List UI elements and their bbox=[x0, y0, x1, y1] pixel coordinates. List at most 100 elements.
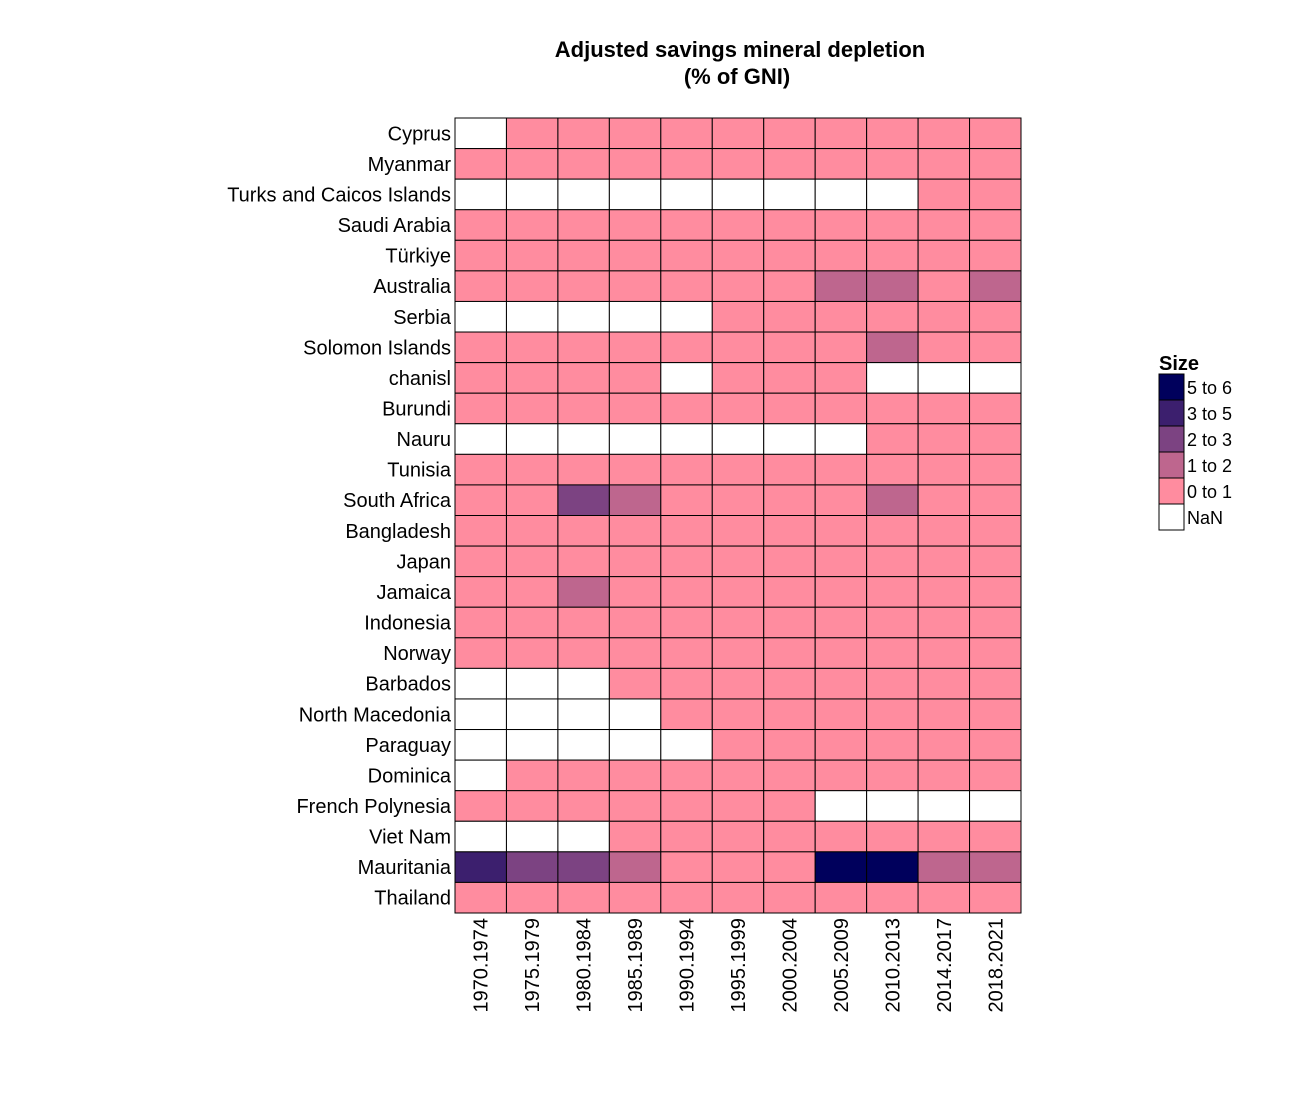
heatmap-cell bbox=[969, 729, 1022, 761]
row-label: Paraguay bbox=[365, 735, 451, 757]
heatmap-cell bbox=[711, 881, 765, 914]
row-label: Burundi bbox=[382, 398, 451, 420]
heatmap-cell bbox=[969, 698, 1022, 731]
legend-label: NaN bbox=[1187, 508, 1223, 528]
heatmap-cell bbox=[711, 148, 765, 180]
heatmap-cell bbox=[608, 362, 662, 394]
heatmap-cell bbox=[969, 209, 1022, 241]
heatmap-cell bbox=[866, 790, 919, 822]
column-label: 1985.1989 bbox=[625, 918, 647, 1013]
heatmap-cell bbox=[557, 453, 610, 486]
heatmap-cell bbox=[454, 759, 507, 792]
heatmap-cell bbox=[969, 576, 1022, 608]
row-label: Cyprus bbox=[388, 123, 451, 145]
heatmap-cell bbox=[660, 729, 713, 761]
heatmap-cell bbox=[917, 729, 971, 761]
heatmap-cell bbox=[660, 637, 713, 669]
heatmap-cell bbox=[608, 484, 662, 517]
heatmap-cell bbox=[660, 484, 713, 517]
heatmap-cell bbox=[814, 820, 868, 853]
heatmap-cell bbox=[608, 209, 662, 241]
heatmap-cell bbox=[557, 515, 610, 547]
legend-swatch bbox=[1158, 399, 1185, 427]
column-label: 2014.2017 bbox=[934, 918, 956, 1013]
heatmap-cell bbox=[866, 545, 919, 578]
heatmap-cell bbox=[917, 362, 971, 394]
heatmap-cell bbox=[557, 667, 610, 700]
heatmap-cell bbox=[917, 331, 971, 364]
heatmap-cell bbox=[454, 790, 507, 822]
heatmap-cell bbox=[814, 148, 868, 180]
heatmap-cell bbox=[917, 148, 971, 180]
heatmap-cell bbox=[608, 881, 662, 914]
heatmap-cell bbox=[557, 759, 610, 792]
heatmap-cell bbox=[660, 606, 713, 639]
heatmap-cell bbox=[660, 453, 713, 486]
heatmap-cell bbox=[866, 576, 919, 608]
row-label: French Polynesia bbox=[296, 796, 451, 818]
column-label: 2000.2004 bbox=[779, 918, 801, 1013]
row-label: Turks and Caicos Islands bbox=[227, 184, 451, 206]
heatmap-cell bbox=[969, 392, 1022, 425]
row-label: Türkiye bbox=[385, 246, 451, 268]
heatmap-cell bbox=[814, 423, 868, 455]
heatmap-cell bbox=[505, 729, 559, 761]
heatmap-cell bbox=[814, 209, 868, 241]
heatmap-cell bbox=[505, 270, 559, 302]
heatmap-cell bbox=[454, 667, 507, 700]
heatmap-cell bbox=[917, 239, 971, 272]
heatmap-cell bbox=[917, 698, 971, 731]
heatmap-cell bbox=[866, 392, 919, 425]
heatmap-cell bbox=[711, 576, 765, 608]
heatmap-cell bbox=[454, 515, 507, 547]
heatmap-cell bbox=[969, 484, 1022, 517]
heatmap-cell bbox=[814, 362, 868, 394]
heatmap-cell bbox=[454, 239, 507, 272]
heatmap-cell bbox=[505, 178, 559, 211]
heatmap-cell bbox=[660, 270, 713, 302]
heatmap-cell bbox=[917, 209, 971, 241]
heatmap-cell bbox=[660, 790, 713, 822]
heatmap-cell bbox=[763, 820, 816, 853]
heatmap-cell bbox=[969, 545, 1022, 578]
heatmap-cell bbox=[660, 545, 713, 578]
heatmap-cell bbox=[763, 637, 816, 669]
heatmap-cell bbox=[454, 362, 507, 394]
row-label: Bangladesh bbox=[345, 521, 451, 543]
heatmap-cell bbox=[454, 484, 507, 517]
heatmap-cell bbox=[969, 300, 1022, 333]
heatmap-cell bbox=[814, 698, 868, 731]
heatmap-cell bbox=[917, 820, 971, 853]
heatmap-cell bbox=[711, 239, 765, 272]
heatmap-cell bbox=[763, 790, 816, 822]
heatmap-cell bbox=[505, 362, 559, 394]
heatmap-cell bbox=[454, 423, 507, 455]
heatmap-cell bbox=[917, 759, 971, 792]
heatmap-cell bbox=[763, 484, 816, 517]
heatmap-cell bbox=[454, 178, 507, 211]
heatmap-cell bbox=[763, 576, 816, 608]
heatmap-cell bbox=[711, 300, 765, 333]
heatmap-cell bbox=[763, 759, 816, 792]
heatmap-cell bbox=[814, 637, 868, 669]
row-label: chanisl bbox=[389, 368, 451, 390]
heatmap-cell bbox=[505, 851, 559, 883]
heatmap-cell bbox=[866, 148, 919, 180]
heatmap-cell bbox=[917, 515, 971, 547]
heatmap-cell bbox=[608, 392, 662, 425]
row-label: Mauritania bbox=[358, 857, 452, 879]
row-label: Solomon Islands bbox=[303, 337, 451, 359]
heatmap-cell bbox=[763, 270, 816, 302]
chart-title: Adjusted savings mineral depletion bbox=[555, 37, 925, 62]
heatmap-cell bbox=[917, 881, 971, 914]
heatmap-cell bbox=[454, 698, 507, 731]
heatmap-cell bbox=[608, 545, 662, 578]
heatmap-cell bbox=[454, 270, 507, 302]
legend-swatch bbox=[1158, 477, 1185, 505]
heatmap-cell bbox=[557, 820, 610, 853]
heatmap-cell bbox=[557, 698, 610, 731]
column-label: 1975.1979 bbox=[522, 918, 544, 1013]
heatmap-cell bbox=[969, 453, 1022, 486]
heatmap-cell bbox=[557, 637, 610, 669]
row-label: Myanmar bbox=[368, 154, 452, 176]
